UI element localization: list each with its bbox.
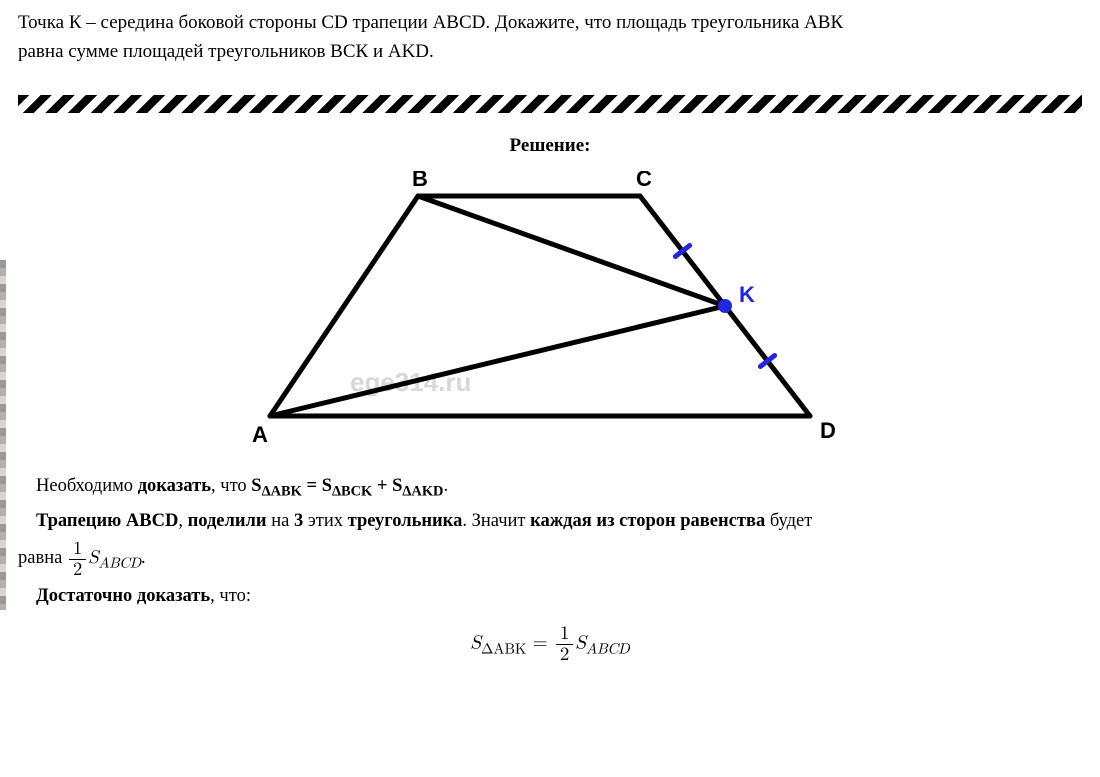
equation-main: SΔABK = SΔBCK + SΔAKD: [251, 476, 443, 496]
denominator: 2: [69, 560, 86, 579]
sym-S: S: [392, 476, 402, 496]
sym-S: S: [470, 634, 481, 653]
numerator: 1: [69, 539, 86, 559]
proof-line-3: равна 12SABCD.: [18, 539, 1082, 579]
label-D: D: [820, 418, 836, 443]
final-equation: SΔABK = 12SABCD: [18, 624, 1082, 665]
problem-statement: Точка К – середина боковой стороны CD тр…: [18, 8, 1082, 67]
sym-sub: ΔBCK: [332, 484, 372, 500]
numerator: 1: [556, 624, 574, 645]
sym-eq: =: [302, 476, 322, 496]
sym-eq: =: [526, 634, 553, 653]
proof-line-4: Достаточно доказать, что:: [18, 579, 1082, 614]
label-A: A: [252, 422, 268, 447]
solution-heading: Решение:: [18, 135, 1082, 157]
sym-sub: ABCD: [99, 556, 141, 571]
sym-sub: ΔABK: [262, 484, 302, 500]
label-K: K: [739, 282, 755, 307]
sym-sub: ABCD: [586, 641, 630, 656]
text: Необходимо: [36, 476, 138, 496]
sym-sub: ΔABK: [481, 641, 526, 656]
half-S-abcd: 12SABCD: [67, 548, 141, 567]
point-K: [718, 299, 732, 313]
text: . Значит: [462, 511, 530, 531]
proof-line-2: Трапецию ABCD, поделили на 3 этих треуго…: [18, 504, 1082, 539]
text: этих: [303, 511, 347, 531]
text-bold: каждая из сторон равенства: [530, 511, 765, 531]
text: ,: [178, 511, 187, 531]
problem-line-1: Точка К – середина боковой стороны CD тр…: [18, 12, 843, 33]
text-bold: треугольника: [348, 511, 463, 531]
text: .: [443, 476, 448, 496]
left-decoration-strip: [0, 260, 6, 610]
trapezoid-figure: ege314.ruABCDK: [200, 171, 900, 451]
sym-S: S: [575, 634, 586, 653]
text-bold: Трапецию ABCD: [36, 511, 178, 531]
text: на: [267, 511, 294, 531]
text-bold: поделили: [188, 511, 267, 531]
proof-line-1: Необходимо доказать, что SΔABK = SΔBCK +…: [18, 469, 1082, 504]
figure-container: ege314.ruABCDK: [18, 171, 1082, 451]
text: , что:: [210, 586, 251, 606]
text-bold: Достаточно доказать: [36, 586, 210, 606]
label-C: C: [636, 171, 652, 191]
sym-plus: +: [372, 476, 392, 496]
page-root: Точка К – середина боковой стороны CD тр…: [0, 0, 1100, 777]
sym-sub: ΔAKD: [402, 484, 443, 500]
sym-S: S: [88, 548, 98, 567]
edge-AK: [270, 306, 725, 416]
text-bold: доказать: [138, 476, 211, 496]
problem-line-2: равна сумме площадей треугольников ВСК и…: [18, 41, 434, 62]
denominator: 2: [556, 645, 574, 665]
text: равна: [18, 548, 67, 568]
fraction-half: 12: [556, 624, 574, 665]
text-bold: 3: [294, 511, 303, 531]
label-B: B: [412, 171, 428, 191]
text: будет: [765, 511, 812, 531]
text: , что: [211, 476, 251, 496]
hatched-divider: [18, 95, 1082, 113]
text: .: [141, 548, 146, 568]
sym-S: S: [251, 476, 261, 496]
sym-S: S: [322, 476, 332, 496]
fraction-half: 12: [69, 539, 86, 579]
